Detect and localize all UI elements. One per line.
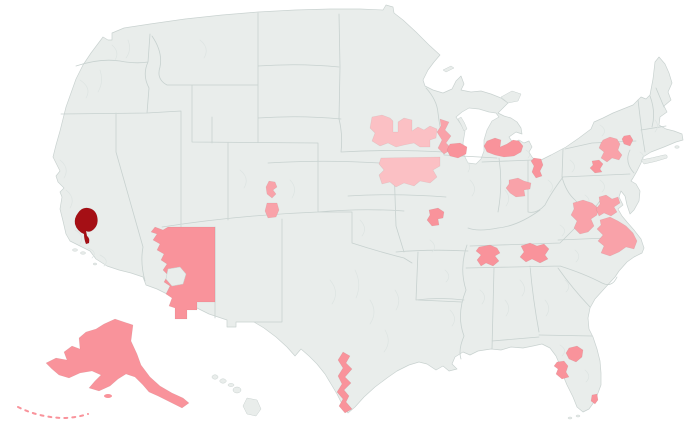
kodiak-island <box>104 394 112 398</box>
district-north-carolina-coastal[interactable] <box>596 216 638 257</box>
district-florida-miami[interactable] <box>590 393 599 405</box>
hawaii-inset <box>211 374 262 417</box>
molokai-island <box>227 383 235 387</box>
hawaii-big-island <box>242 397 262 417</box>
district-michigan-thumb[interactable] <box>483 137 524 158</box>
florida-keys-2 <box>567 416 573 420</box>
highlighted-districts-group <box>74 114 638 414</box>
isle-royale <box>442 65 455 73</box>
district-borders <box>59 39 658 383</box>
lakes-group <box>455 107 500 165</box>
district-new-york-ct-border[interactable] <box>621 134 634 147</box>
district-hole-flagstaff <box>165 266 187 287</box>
door-peninsula <box>457 116 468 132</box>
district-florida-north-central[interactable] <box>565 345 584 363</box>
alaska-inset <box>17 318 190 420</box>
district-colorado-denver[interactable] <box>265 180 278 199</box>
district-colorado-springs[interactable] <box>264 202 280 219</box>
lake-michigan <box>455 107 500 165</box>
state-borders <box>60 12 667 360</box>
district-california-central-valley[interactable] <box>74 207 98 245</box>
district-texas-south-strip[interactable] <box>336 351 353 414</box>
oahu-island <box>219 378 227 384</box>
long-island <box>640 154 668 165</box>
district-new-york-hudson-valley[interactable] <box>598 136 623 163</box>
district-minnesota-south[interactable] <box>369 114 438 148</box>
district-iowa-central[interactable] <box>378 156 441 188</box>
upper-peninsula-east <box>500 90 522 104</box>
district-virginia-tidewater[interactable] <box>595 194 621 217</box>
coastal-islands <box>72 145 680 420</box>
marthas-vineyard <box>674 145 680 149</box>
maui-island <box>232 386 242 394</box>
district-alaska-at-large[interactable] <box>45 318 190 409</box>
district-missouri-central[interactable] <box>426 207 445 227</box>
district-tennessee-nashville[interactable] <box>475 244 501 267</box>
kauai-island <box>211 374 219 380</box>
district-ohio-northwest[interactable] <box>530 157 544 179</box>
channel-island-1 <box>72 248 78 252</box>
district-kentucky-south-central[interactable] <box>519 242 550 264</box>
florida-keys-1 <box>575 414 581 418</box>
district-pennsylvania-central[interactable] <box>589 159 604 174</box>
channel-island-2 <box>80 251 86 255</box>
aleutian-islands <box>17 406 89 420</box>
district-ohio-central[interactable] <box>505 177 532 198</box>
channel-island-3 <box>92 262 98 266</box>
district-virginia-southside[interactable] <box>570 199 599 235</box>
district-florida-tampa-bay[interactable] <box>553 360 570 380</box>
district-wisconsin-south[interactable] <box>446 142 468 159</box>
